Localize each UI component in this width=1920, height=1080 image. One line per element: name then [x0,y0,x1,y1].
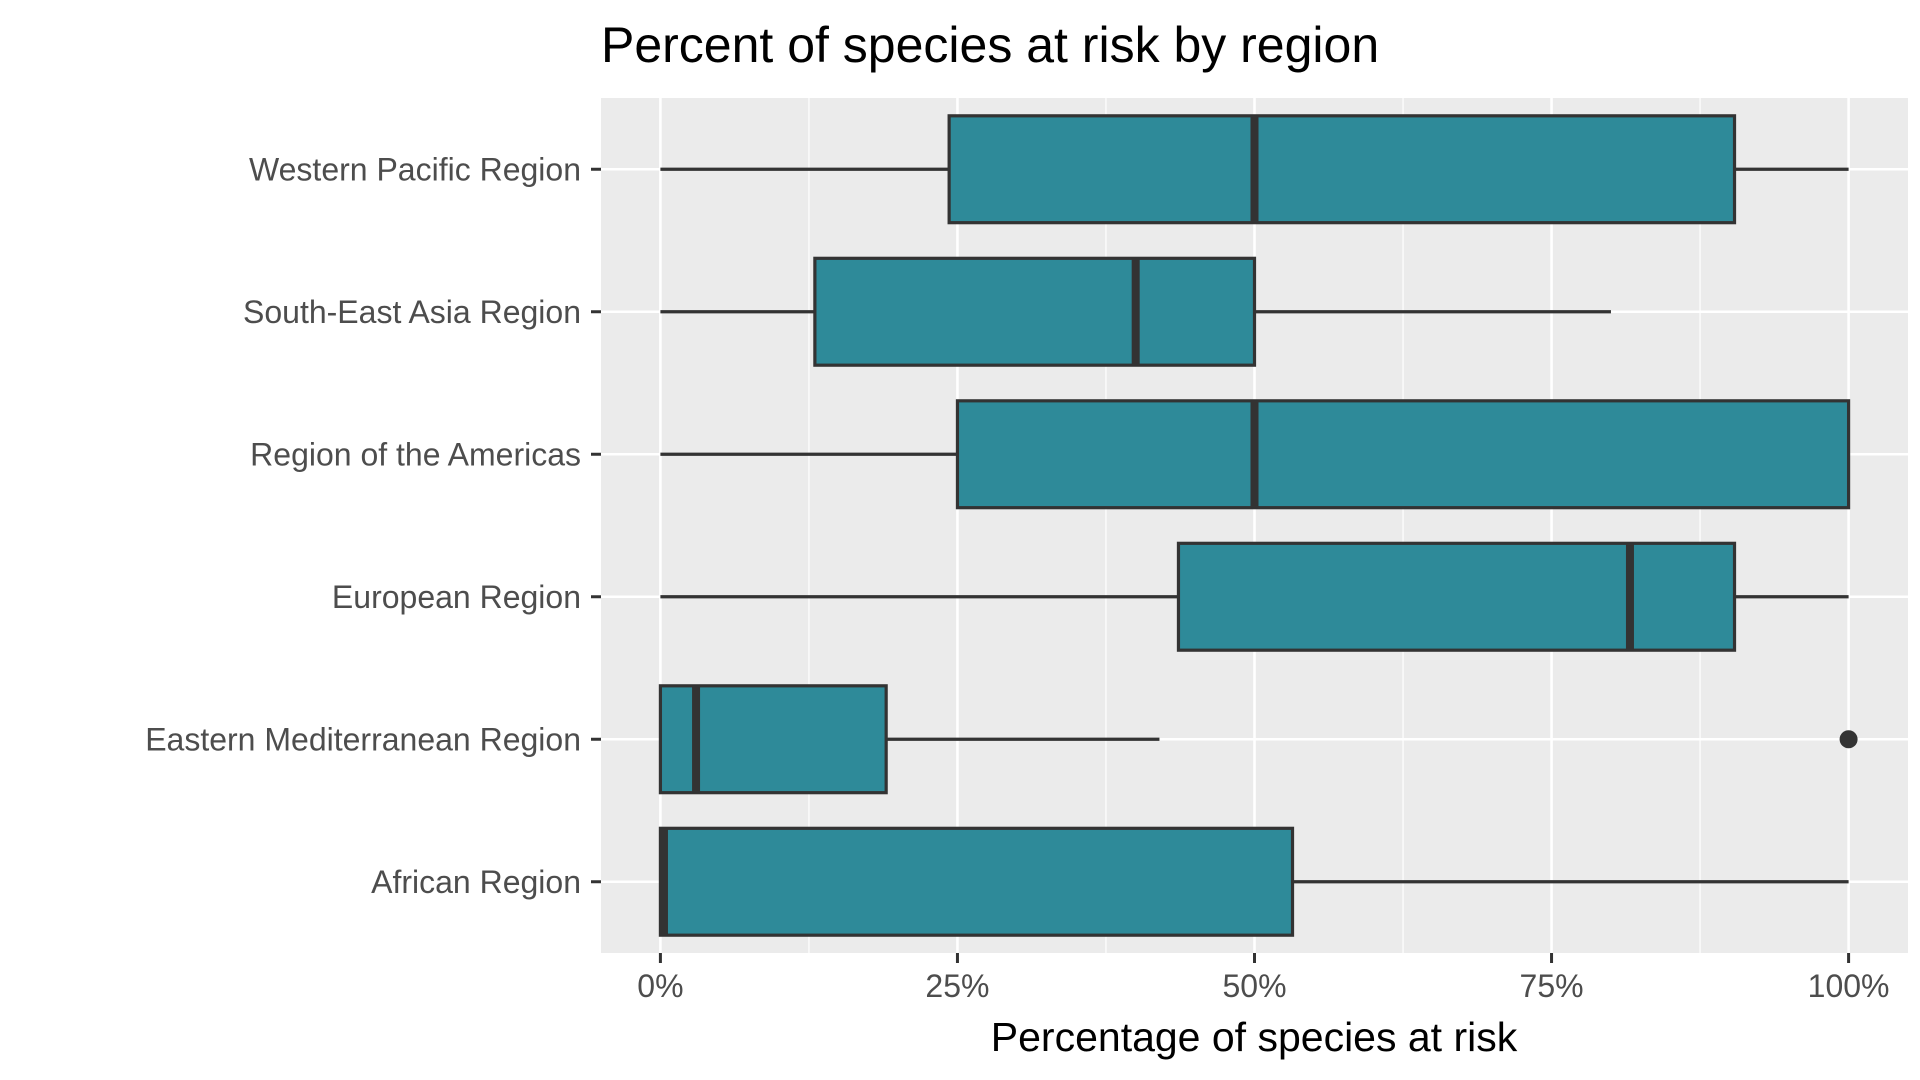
y-tick-label: Eastern Mediterranean Region [145,721,581,757]
box-european-region [660,541,1849,652]
y-tick-label: Western Pacific Region [249,151,581,187]
chart-title: Percent of species at risk by region [601,17,1379,73]
box-region-of-the-americas [660,399,1851,510]
x-axis-title: Percentage of species at risk [991,1014,1518,1060]
x-tick-label: 75% [1520,968,1584,1004]
y-tick-label: African Region [371,864,581,900]
box-western-pacific-region [660,114,1849,225]
y-tick-label: European Region [332,579,581,615]
y-tick-label: South-East Asia Region [243,294,581,330]
box-iqr [1176,541,1737,652]
x-tick-label: 25% [925,968,989,1004]
x-axis: 0% 25% 50% 75% 100% [637,953,1890,1004]
outlier-point [1839,730,1858,749]
box-iqr [947,114,1737,225]
box-iqr [658,826,1295,937]
box-iqr [813,256,1257,367]
x-tick-label: 0% [637,968,683,1004]
box-south-east-asia-region [660,256,1611,367]
y-axis: African Region Eastern Mediterranean Regi… [145,151,601,900]
x-tick-label: 100% [1808,968,1890,1004]
x-tick-label: 50% [1222,968,1286,1004]
boxes [658,114,1858,937]
box-iqr [955,399,1851,510]
box-african-region [658,826,1849,937]
y-tick-label: Region of the Americas [250,436,581,472]
box-eastern-mediterranean-region [658,684,1858,795]
